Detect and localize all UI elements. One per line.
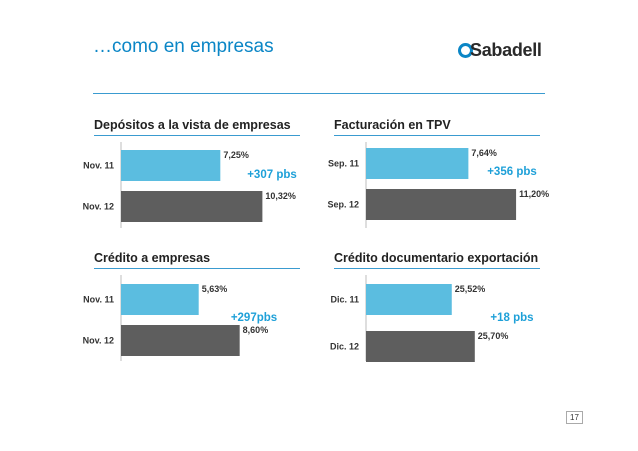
bar-1 <box>366 284 452 315</box>
value-label: 11,20% <box>519 189 549 199</box>
chart-title: Facturación en TPV <box>334 118 451 132</box>
value-label: 25,70% <box>478 331 509 341</box>
delta-annotation: +307 pbs <box>247 169 297 181</box>
sabadell-logo: Sabadell <box>458 40 560 66</box>
bar-1 <box>366 148 469 179</box>
category-label: Nov. 12 <box>83 336 114 346</box>
chart-title: Crédito documentario exportación <box>334 251 539 265</box>
value-label: 10,32% <box>265 191 296 201</box>
chart-svg: Nov. 11 5,63% Nov. 12 8,60%+297pbs <box>83 275 277 361</box>
category-label: Dic. 12 <box>330 342 359 352</box>
value-label: 8,60% <box>243 325 269 335</box>
chart-title: Crédito a empresas <box>94 251 211 265</box>
value-label: 5,63% <box>202 284 228 294</box>
value-label: 7,64% <box>471 148 497 158</box>
category-label: Nov. 12 <box>83 202 114 212</box>
value-label: 25,52% <box>455 284 486 294</box>
category-label: Sep. 12 <box>327 200 359 210</box>
category-label: Nov. 11 <box>83 161 114 171</box>
bar-2 <box>366 331 475 362</box>
bar-2 <box>121 191 263 222</box>
bar-2 <box>121 325 240 356</box>
chart-title-divider <box>94 268 300 269</box>
category-label: Dic. 11 <box>330 295 359 305</box>
value-label: 7,25% <box>223 150 249 160</box>
chart-title-divider <box>334 268 540 269</box>
bar-1 <box>121 284 199 315</box>
delta-annotation: +18 pbs <box>490 312 533 324</box>
sabadell-logo-icon <box>458 43 473 58</box>
slide-title: …como en empresas <box>93 36 274 57</box>
chart-svg: Dic. 11 25,52% Dic. 12 25,70% +18 pbs <box>330 275 534 362</box>
title-divider <box>93 93 545 94</box>
chart-title-divider <box>94 135 300 136</box>
chart-title-divider <box>334 135 540 136</box>
delta-annotation: +297pbs <box>231 312 277 324</box>
logo-text: Sabadell <box>470 40 542 60</box>
chart-svg: Nov. 11 7,25% Nov. 12 10,32% +307 pbs <box>83 142 297 228</box>
category-label: Sep. 11 <box>328 159 359 169</box>
category-label: Nov. 11 <box>83 295 114 305</box>
bar-2 <box>366 189 517 220</box>
delta-annotation: +356 pbs <box>487 166 537 178</box>
chart-title: Depósitos a la vista de empresas <box>94 118 291 132</box>
page-number: 17 <box>566 411 583 424</box>
chart-svg: Sep. 11 7,64% Sep. 12 11,20% +356 pbs <box>327 142 549 228</box>
bar-1 <box>121 150 221 181</box>
